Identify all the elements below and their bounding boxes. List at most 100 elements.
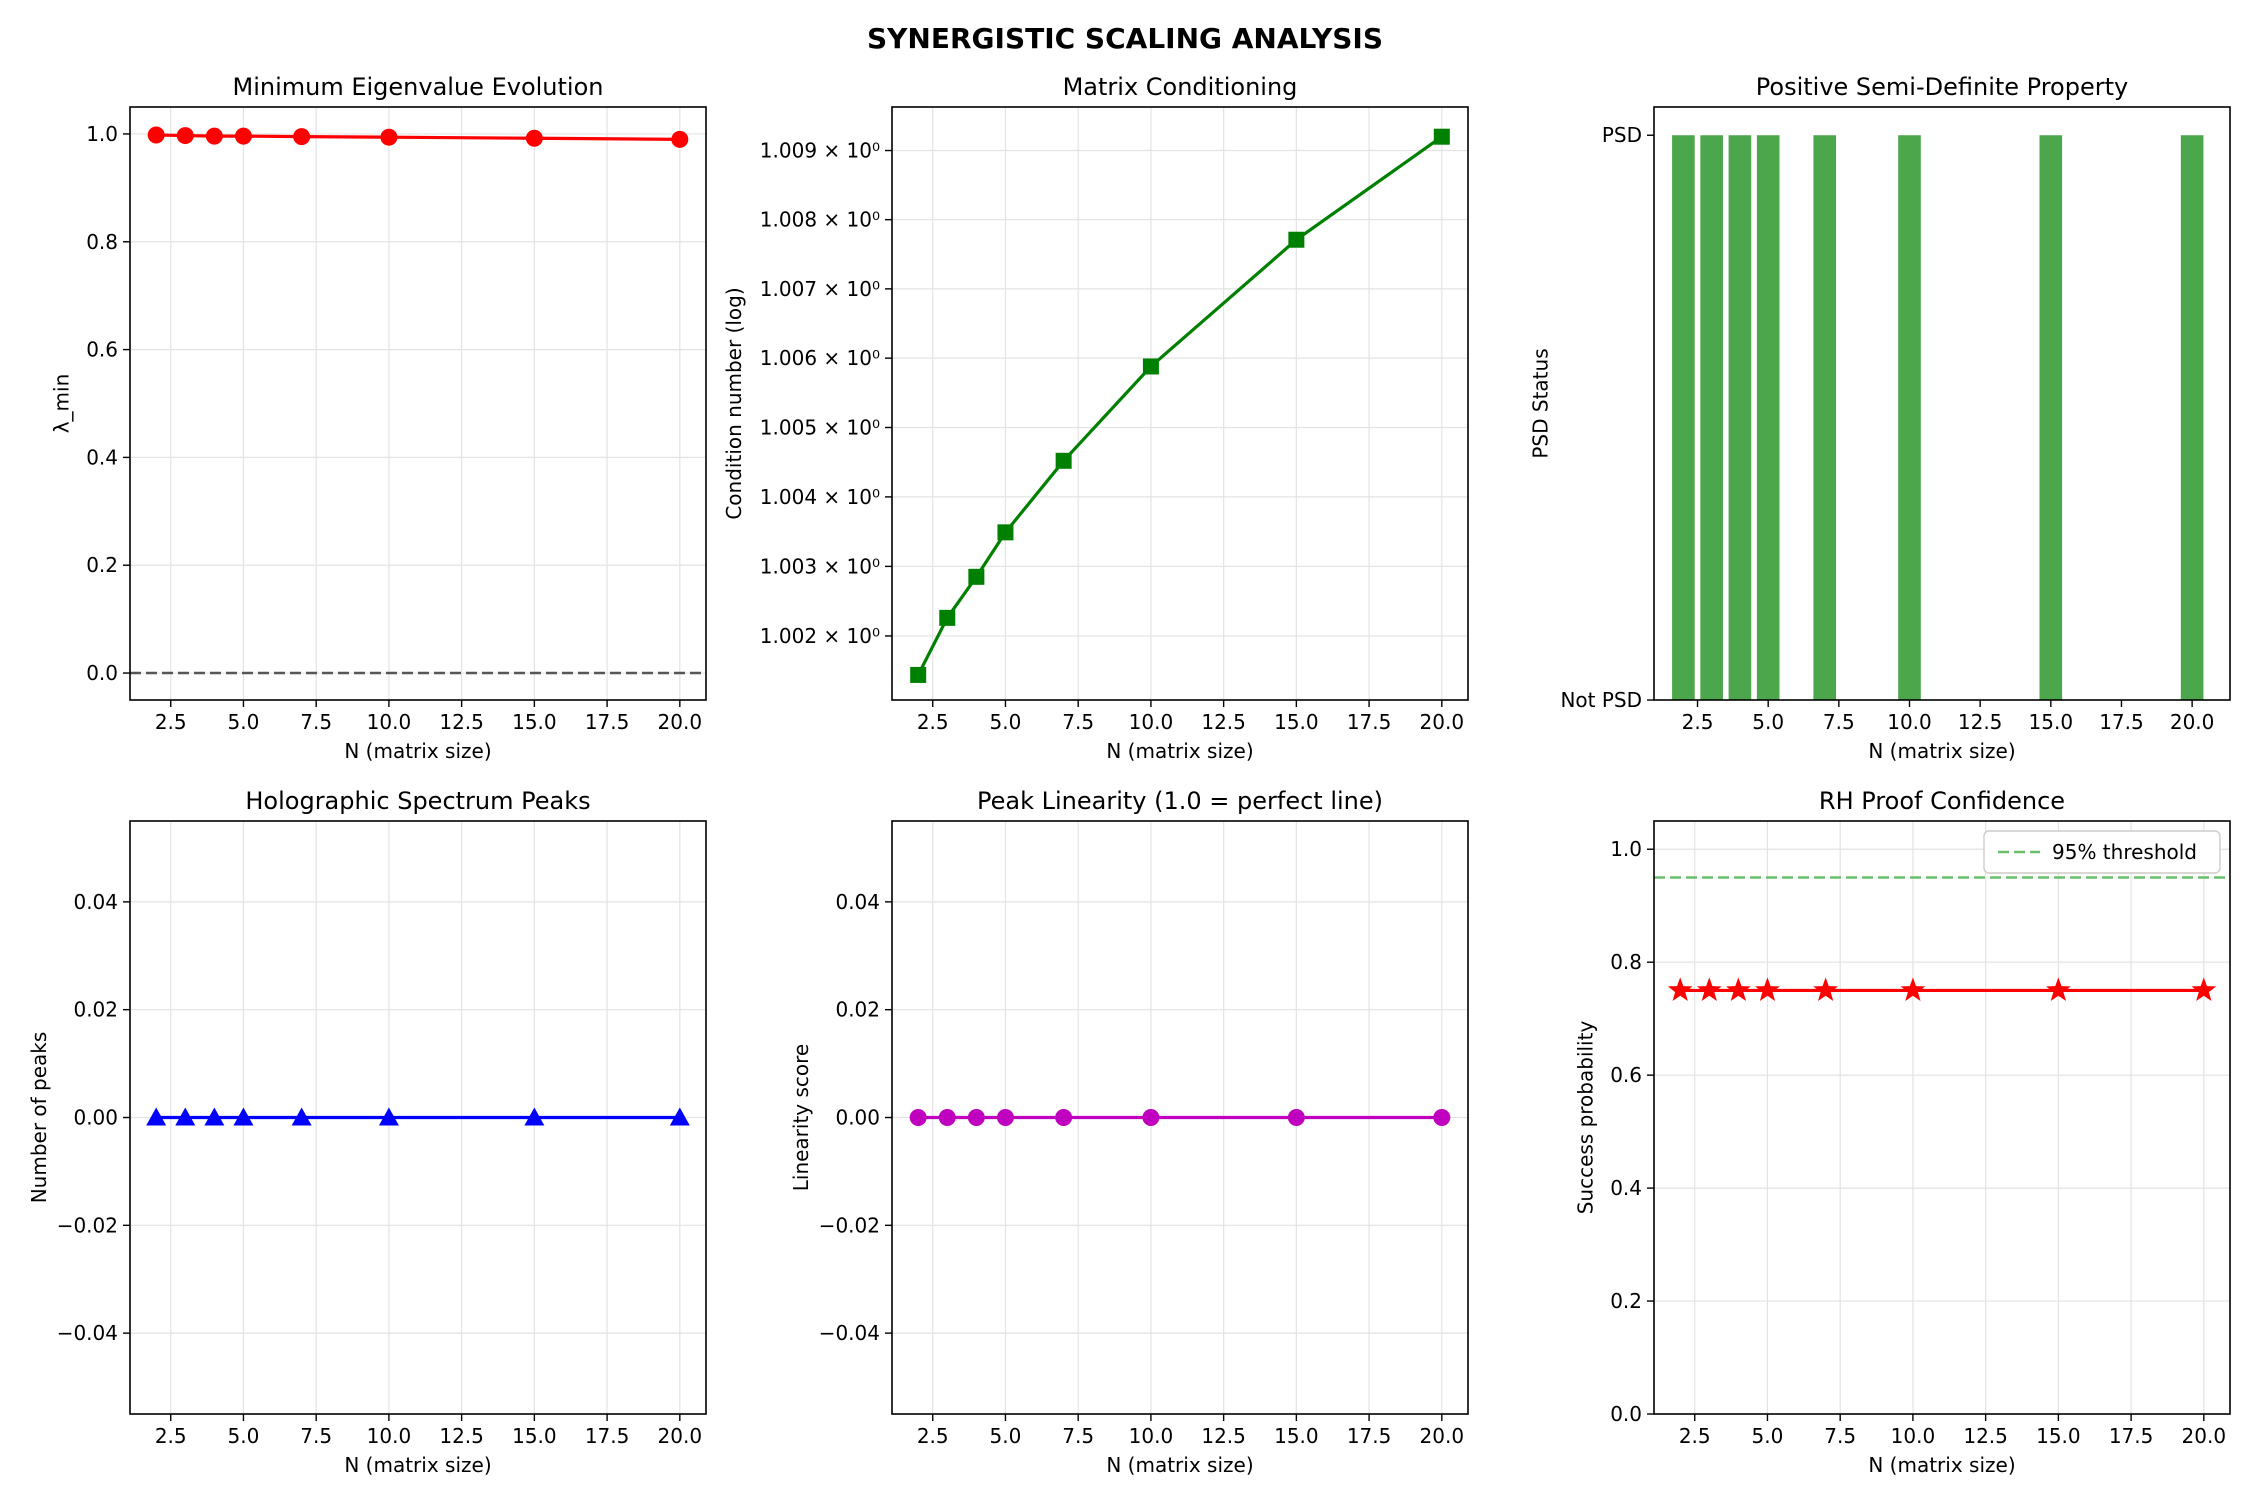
y-tick-label: 0.04	[835, 890, 880, 914]
x-tick-label: 12.5	[439, 1424, 484, 1448]
data-point	[1055, 1109, 1073, 1126]
data-point	[525, 129, 543, 147]
data-point	[205, 127, 223, 145]
bar	[1672, 135, 1695, 700]
x-axis-label: N (matrix size)	[344, 739, 491, 763]
data-point	[175, 1107, 196, 1126]
y-tick-label: 1.009 × 10⁰	[760, 139, 880, 163]
x-axis-label: N (matrix size)	[1106, 739, 1253, 763]
y-tick-label: 1.006 × 10⁰	[760, 346, 880, 370]
x-tick-label: 7.5	[1062, 710, 1094, 734]
axes-frame	[1653, 106, 2231, 701]
data-point	[909, 1109, 927, 1126]
chart-peak-linearity: 2.5 5.0 7.5 10.0 12.5 15.0 17.5 20.0 −0.04 −0.02 0…	[789, 787, 1469, 1477]
x-tick-label: 15.0	[512, 710, 557, 734]
x-tick-label: 10.0	[1129, 710, 1174, 734]
y-tick-label: 1.003 × 10⁰	[760, 554, 880, 578]
chart-rh-confidence: 2.5 5.0 7.5 10.0 12.5 15.0 17.5 20.0 0.0 0.2 0.4 0.…	[1573, 787, 2231, 1477]
legend: 95% threshold	[1983, 830, 2221, 874]
y-axis-label: Linearity score	[789, 1044, 813, 1192]
y-axis-label: Condition number (log)	[722, 287, 746, 519]
x-tick-label: 5.0	[228, 1424, 260, 1448]
bar	[1700, 135, 1723, 700]
x-tick-label: 10.0	[1887, 710, 1932, 734]
x-tick-label: 7.5	[300, 1424, 332, 1448]
chart-title: Matrix Conditioning	[1063, 73, 1298, 101]
data-point	[1667, 977, 1693, 1001]
data-point	[938, 1109, 956, 1126]
data-point	[1433, 1109, 1451, 1126]
x-tick-label: 12.5	[1201, 710, 1246, 734]
data-point	[146, 1107, 167, 1126]
x-tick-label: 17.5	[585, 710, 630, 734]
x-tick-label: 20.0	[1420, 710, 1465, 734]
data-point	[1142, 358, 1159, 375]
x-tick-label: 2.5	[155, 1424, 187, 1448]
x-tick-label: 5.0	[990, 710, 1022, 734]
data-point	[967, 1109, 985, 1126]
x-tick-label: 15.0	[2036, 1424, 2081, 1448]
y-axis-label: PSD Status	[1529, 348, 1553, 458]
x-axis-label: N (matrix size)	[344, 1453, 491, 1477]
figure-title: SYNERGISTIC SCALING ANALYSIS	[866, 22, 1384, 55]
y-tick-label: 0.6	[1610, 1063, 1642, 1087]
data-point	[293, 128, 311, 146]
y-tick-label: 1.004 × 10⁰	[760, 485, 880, 509]
axes-frame	[1653, 820, 2231, 1415]
y-axis-label: Success probability	[1573, 1021, 1597, 1215]
series-line	[916, 135, 1443, 676]
legend-box	[1983, 830, 2221, 874]
data-point	[669, 1107, 690, 1126]
y-tick-label: 1.005 × 10⁰	[760, 415, 880, 439]
x-tick-label: 20.0	[658, 1424, 703, 1448]
y-axis-label: λ_min	[49, 374, 73, 434]
y-tick-label: 1.0	[1610, 837, 1642, 861]
y-tick-label: 0.02	[73, 998, 118, 1022]
x-tick-label: 10.0	[1129, 1424, 1174, 1448]
data-point	[524, 1107, 545, 1126]
data-point	[380, 128, 398, 146]
series-line	[156, 133, 680, 141]
data-point	[378, 1107, 399, 1126]
x-tick-label: 15.0	[1274, 1424, 1319, 1448]
y-tick-label: −0.02	[57, 1213, 118, 1237]
x-tick-label: 12.5	[1201, 1424, 1246, 1448]
chart-title: Holographic Spectrum Peaks	[245, 787, 590, 815]
y-tick-label: 0.0	[86, 661, 118, 685]
legend-label: 95% threshold	[2052, 840, 2197, 864]
x-tick-label: 20.0	[658, 710, 703, 734]
data-point	[1433, 128, 1450, 145]
bar	[1728, 135, 1752, 700]
y-tick-label: 0.8	[86, 230, 118, 254]
x-tick-label: 20.0	[1420, 1424, 1465, 1448]
chart-min-eigenvalue: 2.5 5.0 7.5 10.0 12.5 15.0 17.5 20.0 0.0 0.2 0.4 0.…	[49, 73, 707, 763]
x-tick-label: 2.5	[1682, 710, 1714, 734]
axes-frame	[891, 106, 1469, 701]
y-tick-label: 0.4	[1610, 1176, 1642, 1200]
y-tick-label: PSD	[1602, 123, 1642, 147]
data-point	[996, 1109, 1014, 1126]
data-point	[204, 1107, 225, 1126]
data-point	[1696, 977, 1722, 1001]
y-tick-label: 0.4	[86, 445, 118, 469]
x-tick-label: 7.5	[1062, 1424, 1094, 1448]
x-tick-label: 5.0	[228, 710, 260, 734]
data-point	[968, 568, 985, 585]
y-tick-label: 0.0	[1610, 1402, 1642, 1426]
y-axis-label: Number of peaks	[27, 1032, 51, 1204]
x-tick-label: 12.5	[1958, 710, 2003, 734]
x-tick-label: 5.0	[1752, 710, 1784, 734]
y-tick-label: 0.00	[73, 1106, 118, 1130]
x-tick-label: 15.0	[512, 1424, 557, 1448]
data-point	[2046, 977, 2071, 1001]
y-tick-label: 0.6	[86, 338, 118, 362]
bar	[2180, 135, 2204, 700]
y-tick-label: 0.2	[86, 553, 118, 577]
x-axis-label: N (matrix size)	[1868, 1453, 2015, 1477]
data-point	[176, 127, 194, 145]
data-point	[1055, 452, 1072, 469]
x-tick-label: 12.5	[1963, 1424, 2008, 1448]
bar	[1898, 135, 1921, 700]
bar	[1756, 135, 1780, 700]
